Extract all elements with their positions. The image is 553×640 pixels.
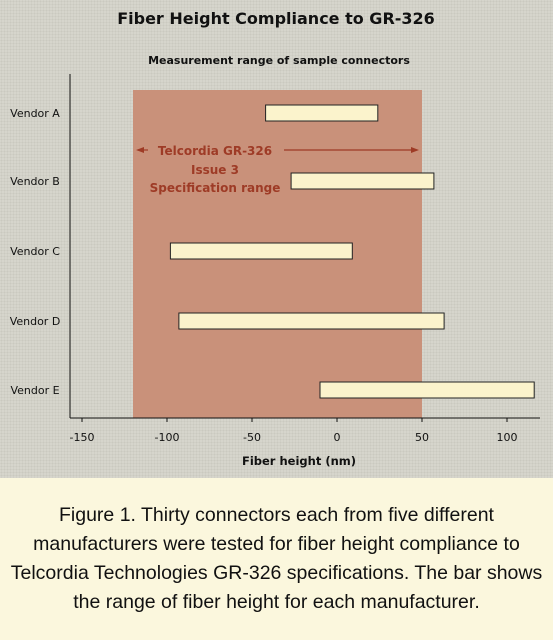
range-bar — [178, 312, 445, 330]
fiber-height-chart: Fiber Height Compliance to GR-326 Measure… — [10, 9, 540, 468]
x-tick-label: 50 — [415, 431, 429, 444]
x-tick-label: -100 — [155, 431, 180, 444]
figure-caption: Figure 1. Thirty connectors each from fi… — [0, 478, 553, 640]
chart-subtitle: Measurement range of sample connectors — [148, 54, 410, 67]
x-tick-label: 0 — [334, 431, 341, 444]
range-bar — [290, 172, 435, 190]
spec-arrow-head-right — [411, 147, 419, 153]
x-axis-label: Fiber height (nm) — [242, 454, 356, 468]
range-bar — [319, 381, 535, 399]
category-label: Vendor B — [10, 175, 60, 188]
caption-text: Figure 1. Thirty connectors each from fi… — [10, 504, 543, 613]
figure-panel: Fiber Height Compliance to GR-326 Measure… — [0, 0, 553, 478]
category-label: Vendor C — [10, 245, 60, 258]
spec-arrow-head-left — [136, 147, 144, 153]
category-label: Vendor D — [10, 315, 61, 328]
x-tick-label: 100 — [497, 431, 518, 444]
category-label: Vendor A — [10, 107, 60, 120]
spec-annotation-line: Specification range — [150, 181, 281, 195]
category-label: Vendor E — [10, 384, 59, 397]
range-bar — [169, 242, 353, 260]
spec-annotation-line: Telcordia GR-326 — [158, 144, 272, 158]
range-bar — [265, 104, 379, 122]
chart-title: Fiber Height Compliance to GR-326 — [117, 9, 435, 28]
x-tick-label: -50 — [243, 431, 261, 444]
x-tick-label: -150 — [70, 431, 95, 444]
spec-annotation-line: Issue 3 — [191, 163, 239, 177]
